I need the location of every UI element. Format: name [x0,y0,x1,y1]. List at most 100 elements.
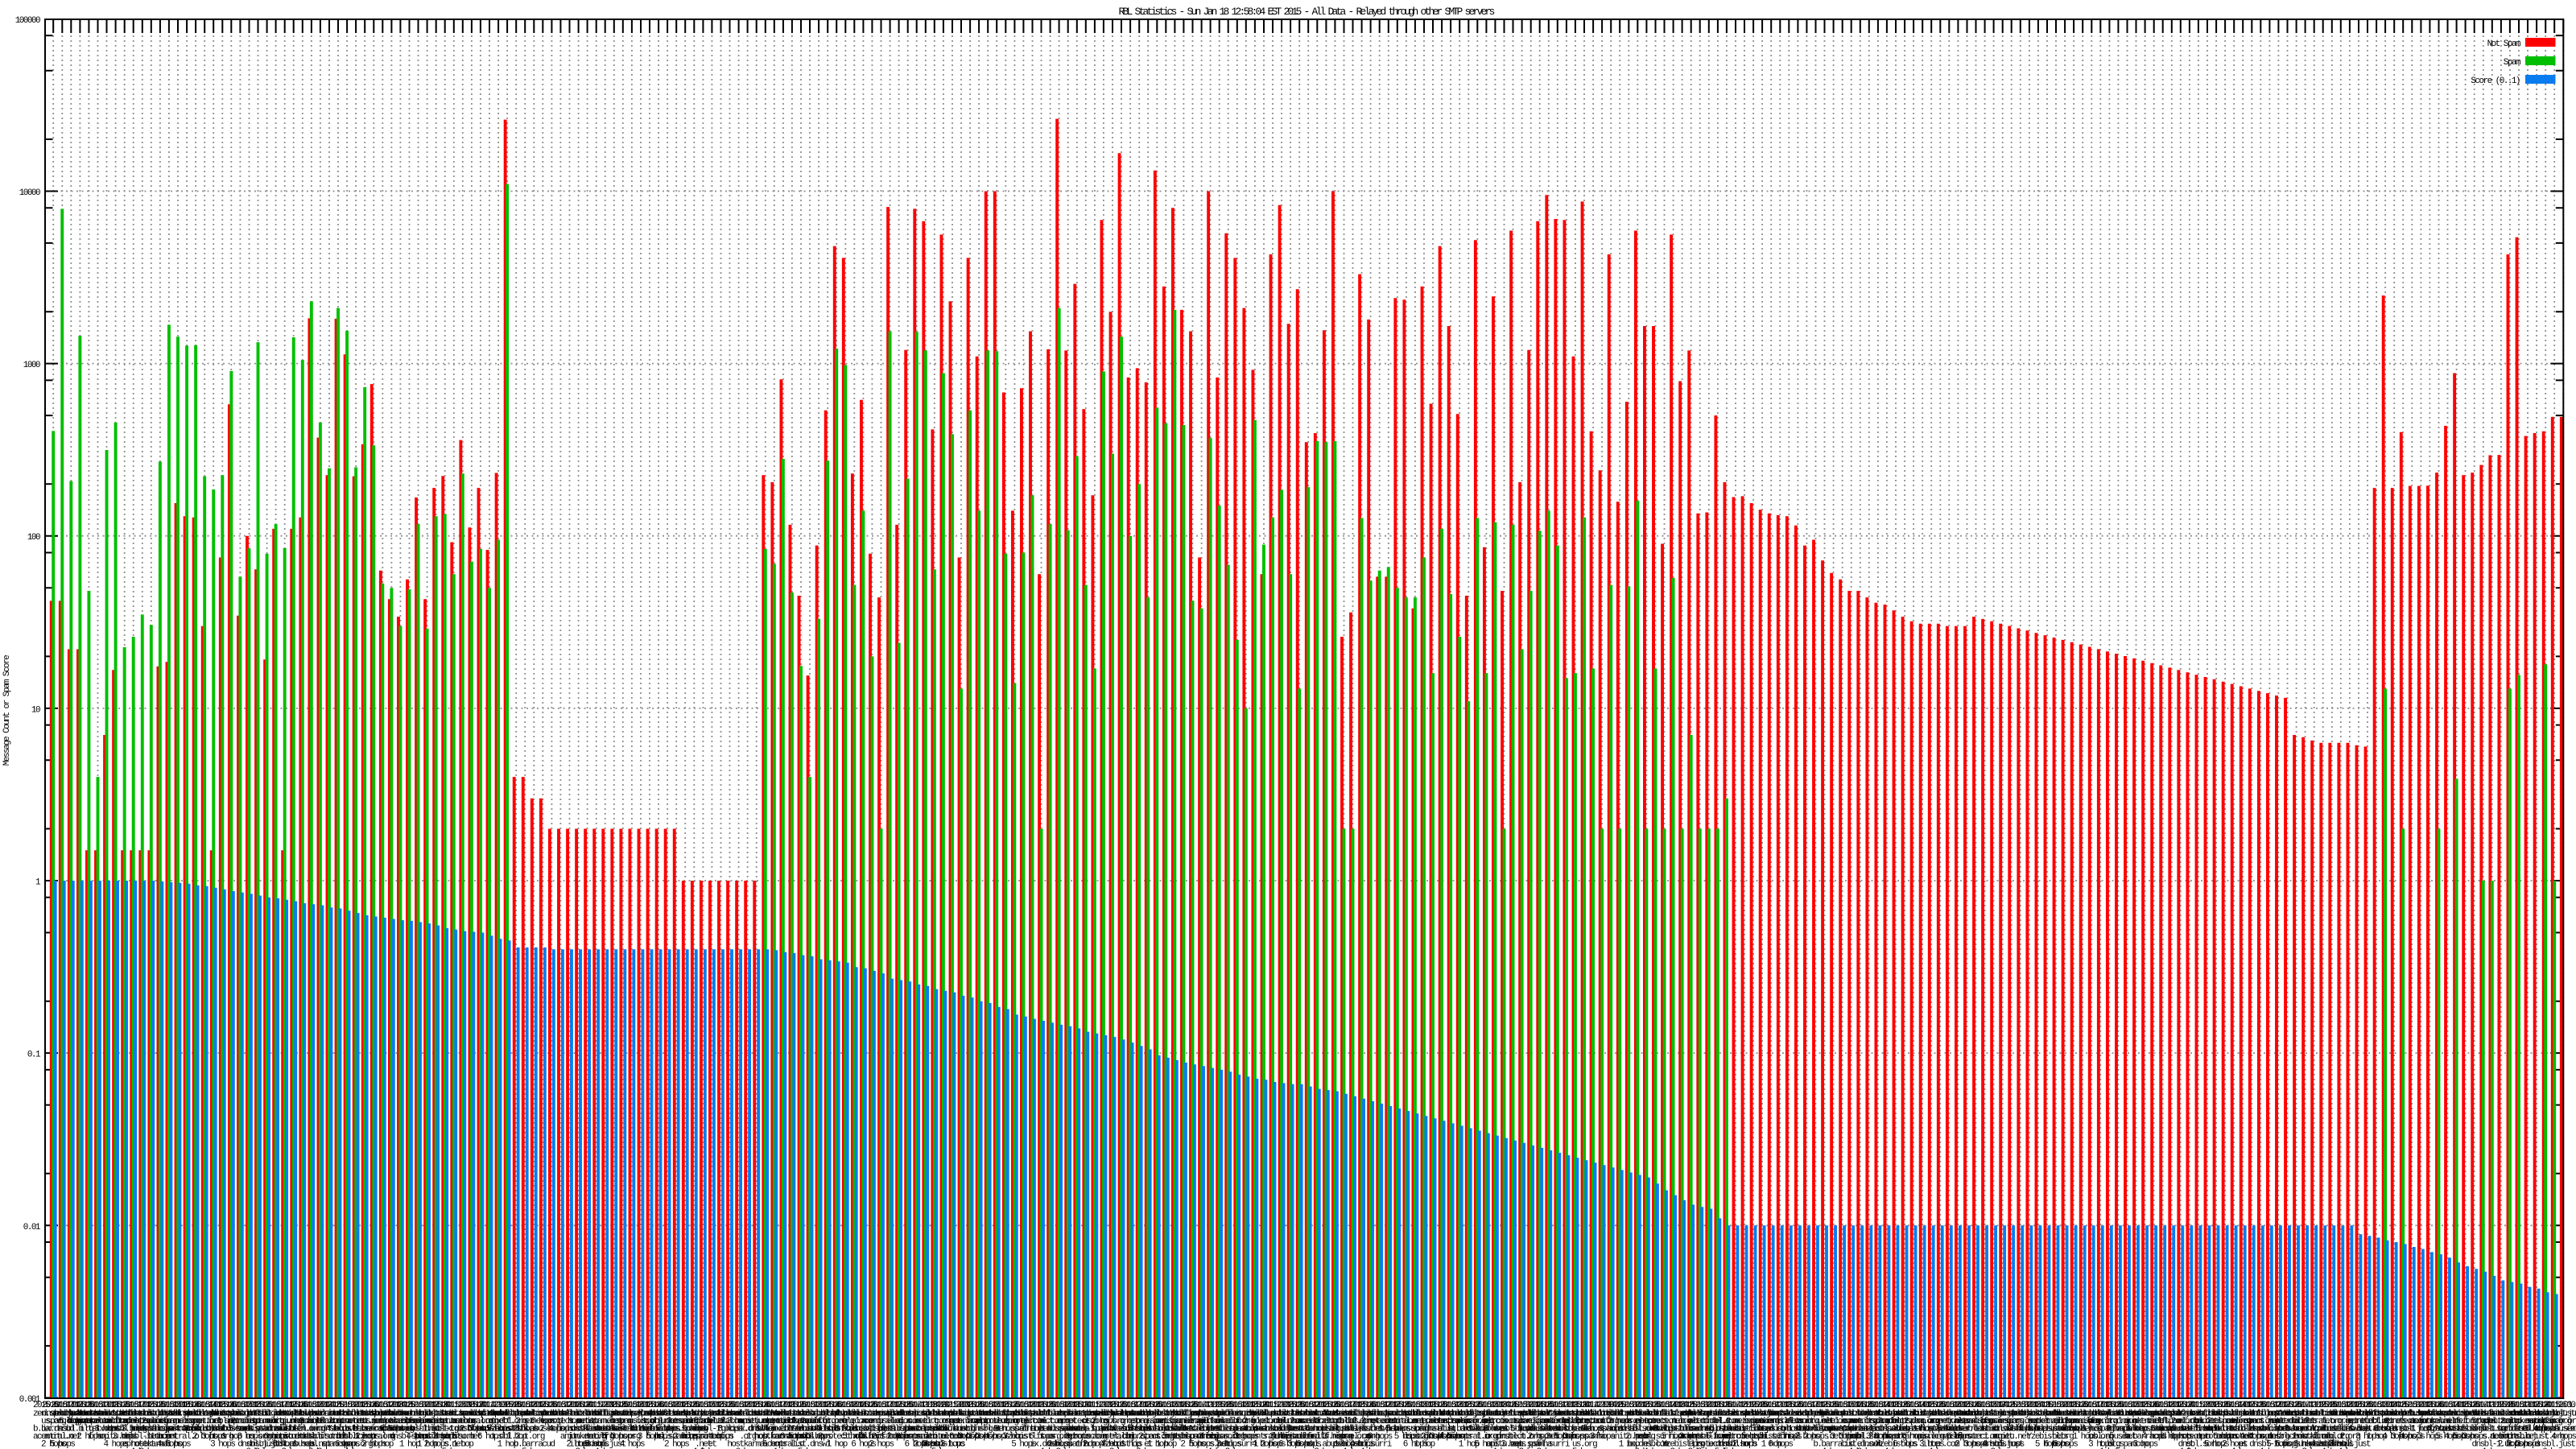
svg-text:dnsbl.sorb: dnsbl.sorb [906,1425,947,1435]
svg-text:dnsbl-1.uc: dnsbl-1.uc [1484,1410,1525,1419]
svg-text:2 hops: 2 hops [41,1440,66,1449]
svg-text:ix.dnsbl.m: ix.dnsbl.m [923,1425,965,1435]
svg-text:2015.01.18: 2015.01.18 [362,1401,403,1410]
svg-text:b.barracud: b.barracud [158,1425,199,1435]
svg-text:anitu.net: anitu.net [151,1417,188,1426]
svg-text:4 hops: 4 hops [175,1425,200,1435]
svg-text:1 hop: 1 hop [221,1432,242,1442]
svg-text:acentral.o: acentral.o [434,1417,475,1426]
svg-text:b.barracud: b.barracud [434,1410,475,1419]
svg-text:dnsbl-1.uc: dnsbl-1.uc [1163,1425,1204,1435]
svg-text:2015.01.18: 2015.01.18 [371,1401,412,1410]
svg-text:psbl.surri: psbl.surri [709,1410,751,1419]
svg-text:3 hops: 3 hops [1198,1432,1223,1442]
svg-text:2015.01.14: 2015.01.14 [799,1401,840,1410]
svg-text:t.org: t.org [1040,1432,1061,1442]
svg-text:b.barracud: b.barracud [1092,1425,1133,1435]
svg-text:2015.01.18: 2015.01.18 [647,1401,688,1410]
svg-text:t.dbl.2.: t.dbl.2. [1114,1432,1146,1442]
svg-text:2015.01.16: 2015.01.16 [1653,1401,1694,1410]
svg-text:zen.spamha: zen.spamha [994,1425,1036,1435]
svg-text:spam.org: spam.org [1452,1417,1485,1426]
svg-text:us.org: us.org [1349,1417,1374,1426]
svg-text:s.net: s.net [373,1417,394,1426]
svg-text:spam.org: spam.org [340,1440,373,1449]
svg-text:eprotect.n: eprotect.n [763,1417,804,1426]
svg-text:b.barracud: b.barracud [950,1410,991,1419]
svg-text:et: et [1651,1425,1660,1435]
svg-text:anitu.net: anitu.net [1308,1432,1345,1442]
svg-text:list.dnswl: list.dnswl [246,1425,287,1435]
svg-text:anitu.net: anitu.net [916,1432,953,1442]
svg-text:psbl.surri: psbl.surri [878,1410,920,1419]
svg-text:.net: .net [1060,1417,1077,1426]
svg-text:2015.01.16: 2015.01.16 [638,1401,679,1410]
svg-text:b.barracud: b.barracud [68,1410,109,1419]
svg-text:hostkarma.: hostkarma. [567,1425,608,1435]
svg-text:2 hops: 2 hops [869,1440,894,1449]
svg-text:.org: .org [481,1417,498,1426]
svg-text:1 hop: 1 hop [150,1432,171,1442]
svg-text:2014.12.30: 2014.12.30 [389,1401,430,1410]
svg-text:0.1: 0.1 [27,1051,41,1060]
svg-text:2015.01.17: 2015.01.17 [246,1401,287,1410]
svg-text:us.org: us.org [361,1417,386,1426]
svg-text:2014.12.30: 2014.12.30 [1190,1401,1231,1410]
svg-text:.org: .org [258,1432,275,1442]
svg-text:spam.org: spam.org [46,1417,79,1426]
svg-text:dnsbl-1.uc: dnsbl-1.uc [540,1410,581,1419]
svg-text:dnsbl.just: dnsbl.just [1457,1410,1498,1419]
svg-text:bl.spamcop: bl.spamcop [887,1425,928,1435]
svg-text:5 hops: 5 hops [931,1447,956,1449]
svg-text:.org: .org [837,1417,854,1426]
svg-text:zen.spamha: zen.spamha [1075,1410,1117,1419]
svg-text:t.org: t.org [1049,1417,1070,1426]
svg-text:2014.12.30: 2014.12.30 [576,1401,617,1410]
svg-text:3 hops: 3 hops [113,1432,138,1442]
svg-text:b.barracud: b.barracud [763,1432,804,1442]
svg-text:2 hops: 2 hops [1608,1417,1633,1426]
svg-text:cbl.abusea: cbl.abusea [923,1410,965,1419]
svg-text:psbl.surri: psbl.surri [255,1425,297,1435]
svg-text:zen.spamha: zen.spamha [1510,1440,1552,1449]
svg-text:2 hops: 2 hops [664,1440,689,1449]
svg-text:4 hops: 4 hops [985,1432,1009,1442]
svg-text:b.barracud: b.barracud [968,1410,1009,1419]
svg-text:us.org: us.org [103,1417,128,1426]
svg-text:.net: .net [1425,1417,1442,1426]
svg-text:dnsbl.just: dnsbl.just [790,1410,831,1419]
svg-text:el.com: el.com [1483,1417,1509,1426]
svg-text:1 hop: 1 hop [1360,1447,1381,1449]
svg-text:2014.12.30: 2014.12.30 [1573,1401,1614,1410]
svg-text:2 hops: 2 hops [1180,1440,1205,1449]
svg-text:b.barracud: b.barracud [1430,1410,1472,1419]
svg-text:3 hops: 3 hops [1590,1432,1615,1442]
svg-text:2015.01.15: 2015.01.15 [1208,1401,1249,1410]
svg-text:spam.org: spam.org [1167,1417,1200,1426]
svg-text:eprotect.n: eprotect.n [691,1432,733,1442]
svg-text:ix.dnsbl.m: ix.dnsbl.m [496,1425,538,1435]
svg-text:anitu.net: anitu.net [311,1432,348,1442]
svg-text:.net: .net [161,1432,178,1442]
svg-text:hostkarma.: hostkarma. [77,1410,118,1419]
svg-text:3 hops: 3 hops [94,1425,119,1435]
svg-text:bl.spamcop: bl.spamcop [131,1425,172,1435]
svg-text:2015.01.15: 2015.01.15 [718,1401,759,1410]
svg-text:bl.spamcop: bl.spamcop [1413,1410,1454,1419]
svg-text:dnsbl.just: dnsbl.just [1137,1425,1178,1435]
svg-text:1000: 1000 [23,361,40,370]
svg-text:us.org: us.org [877,1417,902,1426]
svg-text:0.001: 0.001 [19,1395,41,1405]
svg-text:us.org: us.org [993,1417,1018,1426]
svg-text:spam.org: spam.org [588,1417,621,1426]
svg-text:el.com: el.com [923,1417,948,1426]
svg-text:2015.01.15: 2015.01.15 [1386,1401,1427,1410]
svg-text:hostkarma.: hostkarma. [1172,1410,1213,1419]
svg-text:6 hops: 6 hops [1634,1447,1659,1449]
svg-text:3 hops: 3 hops [1065,1432,1090,1442]
svg-text:spam.org: spam.org [1185,1432,1218,1442]
svg-text:4 hops: 4 hops [815,1425,840,1435]
svg-text:el.com: el.com [842,1417,868,1426]
svg-text:junkemailf: junkemailf [781,1417,822,1426]
svg-text:spam.org: spam.org [1461,1417,1494,1426]
